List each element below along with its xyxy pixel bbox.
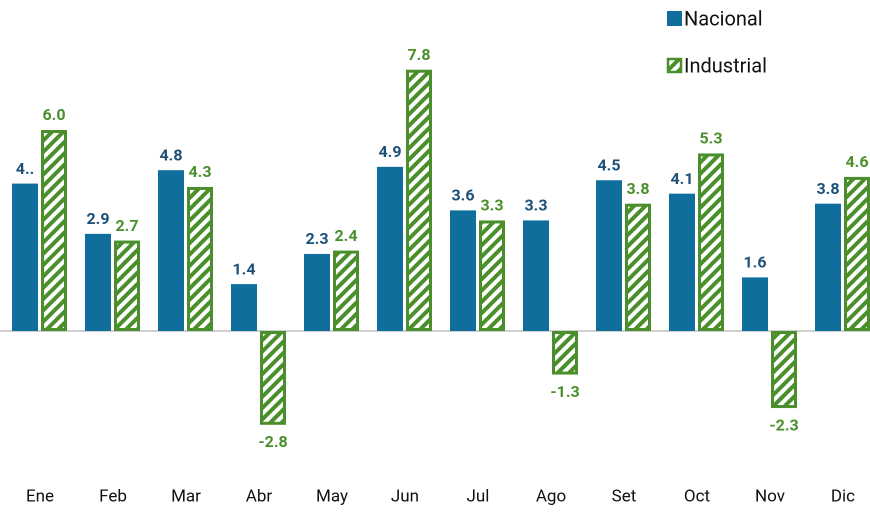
x-tick-label: May xyxy=(316,486,348,506)
bar xyxy=(333,250,359,332)
value-label: 6.0 xyxy=(43,105,66,124)
value-label: 3.3 xyxy=(481,196,504,215)
x-tick-label: Feb xyxy=(99,486,127,506)
value-label: 4.8 xyxy=(160,145,183,164)
bar xyxy=(479,220,505,331)
bar xyxy=(231,284,257,331)
bar xyxy=(12,183,38,331)
legend-label: Nacional xyxy=(684,6,763,30)
value-label: 3.8 xyxy=(627,179,650,198)
bar xyxy=(815,203,841,331)
value-label: 3.6 xyxy=(452,186,475,205)
x-tick-label: Ene xyxy=(26,486,54,506)
bar xyxy=(552,331,578,375)
x-tick-label: Jun xyxy=(391,486,419,506)
value-label: 4.1 xyxy=(671,169,694,188)
x-tick-label: Dic xyxy=(831,486,855,506)
x-tick-label: Abr xyxy=(246,486,273,506)
value-label: 4.. xyxy=(16,159,34,178)
value-label: 1.6 xyxy=(744,253,767,272)
value-label: 4.9 xyxy=(379,142,402,161)
value-label: -2.3 xyxy=(769,415,798,434)
bar xyxy=(625,203,651,331)
legend-swatch xyxy=(667,11,682,26)
x-tick-label: Mar xyxy=(171,486,201,506)
bar xyxy=(523,220,549,331)
bar xyxy=(114,240,140,331)
legend-label: Industrial xyxy=(684,53,767,77)
bar xyxy=(844,176,870,331)
value-label: 4.5 xyxy=(598,155,621,174)
value-label: 1.4 xyxy=(233,259,256,278)
bar xyxy=(260,331,286,425)
x-tick-label: Nov xyxy=(755,486,785,506)
value-label: 3.8 xyxy=(817,179,840,198)
bar xyxy=(742,277,768,331)
legend-swatch xyxy=(666,57,683,74)
bar xyxy=(450,210,476,331)
value-label: 2.3 xyxy=(306,229,329,248)
value-label: 5.3 xyxy=(700,129,723,148)
bar xyxy=(85,233,111,331)
value-label: 3.3 xyxy=(525,196,548,215)
value-label: 7.8 xyxy=(408,45,431,64)
value-label: -1.3 xyxy=(550,382,579,401)
value-label: 4.6 xyxy=(846,152,869,171)
bar xyxy=(698,153,724,331)
x-tick-label: Oct xyxy=(684,486,710,506)
bar xyxy=(596,180,622,331)
bar xyxy=(187,186,213,331)
x-tick-label: Ago xyxy=(536,486,566,506)
value-label: -2.8 xyxy=(258,432,287,451)
bar xyxy=(669,193,695,331)
x-tick-label: Set xyxy=(612,486,637,506)
bar xyxy=(304,253,330,331)
value-label: 4.3 xyxy=(189,162,212,181)
x-tick-label: Jul xyxy=(467,486,490,506)
bar xyxy=(158,170,184,331)
value-label: 2.7 xyxy=(116,216,139,235)
value-label: 2.9 xyxy=(87,209,110,228)
bar xyxy=(377,166,403,331)
bar xyxy=(771,331,797,409)
value-label: 2.4 xyxy=(335,226,358,245)
bar xyxy=(406,69,432,331)
bar xyxy=(41,130,67,331)
